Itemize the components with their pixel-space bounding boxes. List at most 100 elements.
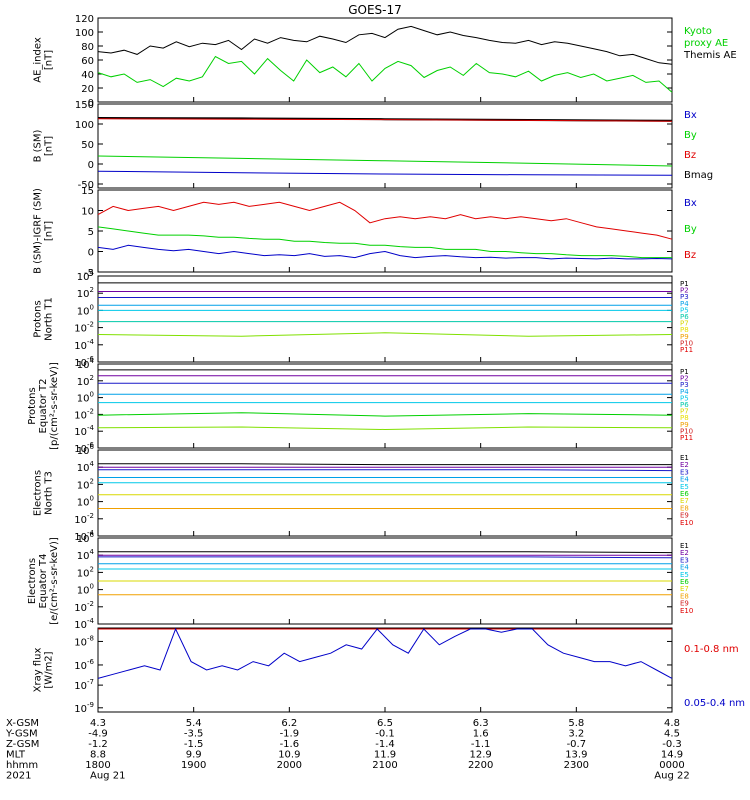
series-p7 [97,426,673,431]
time-axis-value: -0.3 [662,739,682,750]
legend-entry: P2 [680,375,689,383]
legend-entry: E1 [680,542,689,550]
legend-entry: E3 [680,556,689,564]
series-e3 [98,556,673,559]
legend-entry: E8 [680,504,689,512]
time-axis-value: -1.2 [88,739,108,750]
y-tick-label: 102 [77,374,94,388]
legend-entry: Bz [684,150,696,161]
y-tick-label: 20 [81,84,94,95]
y-tick-label: 10-9 [74,701,94,715]
y-tick-label: 10-2 [74,600,94,614]
y-tick-label: 15 [81,186,94,197]
y-tick-label: 10-4 [74,617,94,631]
time-axis-value: -4.9 [88,729,108,740]
legend-entry: E6 [680,578,689,586]
time-axis-value: 14.9 [661,750,683,761]
legend-entry: E5 [680,483,689,491]
time-axis-value: 2100 [372,760,397,771]
time-axis-value: 12.9 [470,750,492,761]
panel-frame [97,627,673,713]
legend-entry: E7 [680,497,689,505]
series-e1 [98,551,673,554]
y-tick-label: 10-6 [74,355,94,369]
legend-entry: Themis AE [683,50,737,61]
legend-entry: E7 [680,585,689,593]
y-axis-label: AE_index[nT] [33,37,55,83]
y-tick-label: 100 [77,583,94,597]
y-tick-label: -50 [78,180,94,191]
legend-entry: Kyoto [684,26,712,37]
legend-entry: P6 [680,313,689,321]
legend-entry: Bx [684,110,697,121]
y-tick-label: 150 [75,100,94,111]
y-tick-label: 102 [77,477,94,491]
time-axis-row-label: Y-GSM [5,729,38,740]
time-axis-value: 1.6 [473,729,489,740]
series-themis-ae [97,25,673,65]
time-axis-value: -1.1 [471,739,491,750]
legend-entry: E8 [680,592,689,600]
series-bz [97,201,673,240]
time-axis-value: 1800 [85,760,110,771]
legend-entry: P11 [680,434,693,442]
legend-entry: E3 [680,468,689,476]
panel-frame [97,17,673,103]
panel-frame [97,189,673,273]
y-axis-label: Xray flux[W/m2] [33,648,55,693]
series-p6 [97,412,673,417]
legend-entry: P8 [680,414,689,422]
y-tick-label: 10-7 [74,678,94,692]
panel-frame [97,363,673,449]
y-axis-label: B (SM)-IGRF (SM)[nT] [33,188,55,274]
time-axis-value: -1.5 [184,739,204,750]
legend-entry: E4 [680,564,689,572]
y-tick-label: 10-6 [74,658,94,672]
y-tick-label: 102 [77,565,94,579]
time-axis-value: 2300 [564,760,589,771]
legend-entry: proxy AE [684,38,728,49]
panel-pn: 10-6 10-4 10-2 100 102 104 ProtonsNorth T1 P1P2… [33,269,694,369]
series-bx [97,170,673,176]
plot-title: GOES-17 [348,3,402,17]
y-tick-label: 104 [77,548,95,562]
time-axis-value: 6.3 [473,718,489,729]
legend-entry: P9 [680,333,689,341]
legend-entry: P3 [680,381,689,389]
legend-entry: E10 [680,607,693,615]
y-tick-label: 104 [77,357,95,371]
time-axis-value: -1.4 [375,739,395,750]
y-axis-label: B (SM)[nT] [33,129,55,162]
legend-entry: Bz [684,250,696,261]
panel-frame [97,275,673,363]
legend-entry: P4 [680,300,689,308]
y-tick-label: 100 [77,303,94,317]
legend-entry: E10 [680,519,693,527]
legend-entry: E4 [680,476,689,484]
y-tick-label: 10-4 [74,338,94,352]
y-tick-label: 10-2 [74,407,94,421]
time-axis-value: 5.8 [568,718,584,729]
time-axis-value: 5.4 [186,718,202,729]
series-by [97,155,673,167]
legend-entry: P5 [680,394,689,402]
time-axis-value: 2200 [468,760,493,771]
legend-entry: E9 [680,512,689,520]
time-axis-value: 4.3 [90,718,106,729]
y-tick-label: -5 [84,268,94,279]
series-0-05-0-4-nm [97,627,673,679]
series-bz [97,118,673,122]
legend-entry: E6 [680,490,689,498]
legend-entry: E1 [680,454,689,462]
panel-bdiff: -5 0 5 10 15 B (SM)-IGRF (SM)[nT] Bx By Bz [33,186,697,279]
y-tick-label: 80 [81,42,94,53]
time-axis-value: 10.9 [278,750,300,761]
panel-ee: 10-4 10-2 100 102 104 106 ElectronsEquator T4[… [27,531,693,631]
y-tick-label: 10-8 [74,634,94,648]
y-tick-label: 106 [77,443,95,457]
legend-entry: P6 [680,401,689,409]
